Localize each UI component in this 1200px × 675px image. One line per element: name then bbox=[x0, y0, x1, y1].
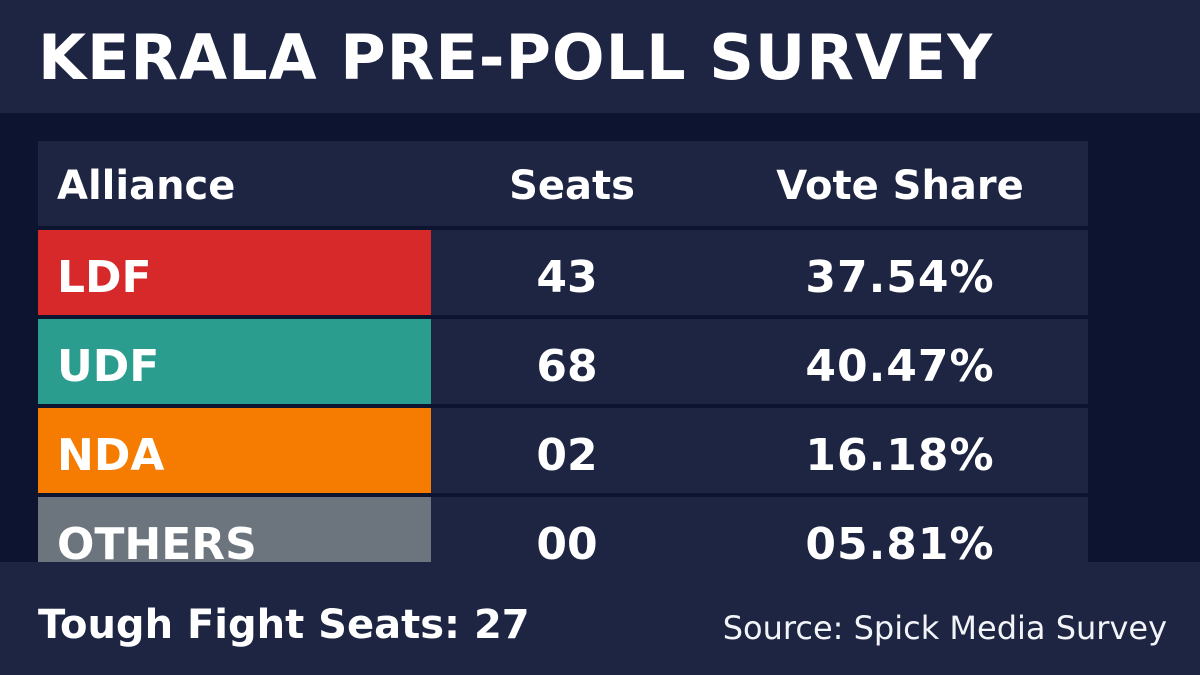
alliance-name: UDF bbox=[38, 319, 431, 404]
table-header: Alliance Seats Vote Share bbox=[38, 141, 1088, 226]
seats-value: 02 bbox=[536, 430, 598, 481]
table-row: UDF 68 40.47% bbox=[38, 319, 1088, 404]
seats-value: 43 bbox=[536, 252, 598, 303]
seats-value: 00 bbox=[536, 519, 598, 570]
table-row: LDF 43 37.54% bbox=[38, 230, 1088, 315]
alliance-name: LDF bbox=[38, 230, 431, 315]
vote-share-value: 40.47% bbox=[805, 341, 995, 392]
vote-share-value: 37.54% bbox=[805, 252, 995, 303]
table-row: OTHERS 00 05.81% bbox=[38, 497, 1088, 582]
header-bar: KERALA PRE-POLL SURVEY bbox=[0, 0, 1200, 113]
source-credit: Source: Spick Media Survey bbox=[722, 609, 1167, 647]
tough-fight-seats: Tough Fight Seats: 27 bbox=[38, 602, 530, 648]
vote-share-value: 16.18% bbox=[805, 430, 995, 481]
header-alliance: Alliance bbox=[57, 163, 236, 209]
alliance-name: NDA bbox=[38, 408, 431, 493]
header-vote-share: Vote Share bbox=[776, 163, 1024, 209]
seats-value: 68 bbox=[536, 341, 598, 392]
table-row: NDA 02 16.18% bbox=[38, 408, 1088, 493]
page-title: KERALA PRE-POLL SURVEY bbox=[38, 21, 994, 94]
header-seats: Seats bbox=[509, 163, 635, 209]
vote-share-value: 05.81% bbox=[805, 519, 995, 570]
survey-table: Alliance Seats Vote Share LDF 43 37.54% … bbox=[38, 141, 1088, 582]
footer-bar: Tough Fight Seats: 27 Source: Spick Medi… bbox=[0, 562, 1200, 675]
